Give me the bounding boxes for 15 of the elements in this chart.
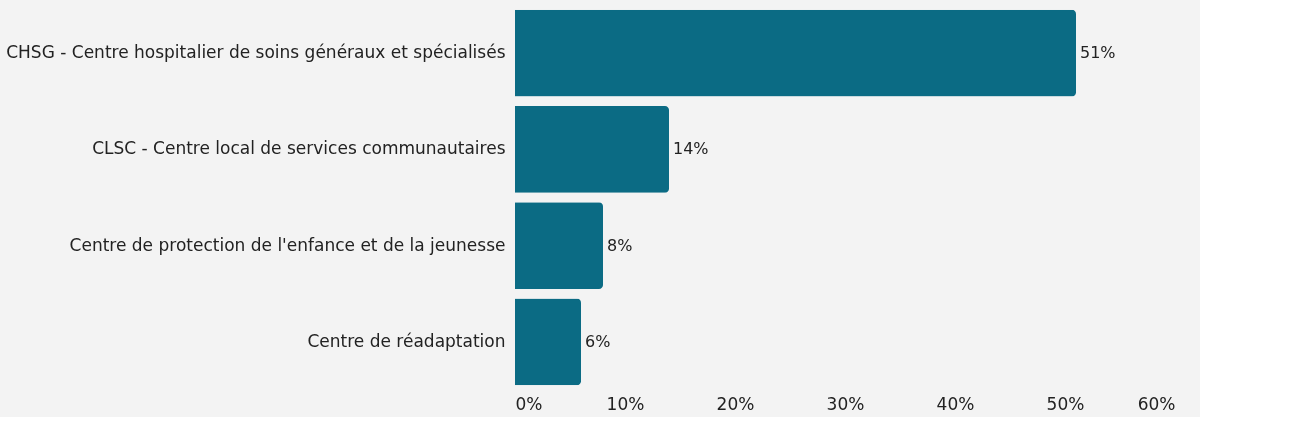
y-tick-label: Centre de protection de l'enfance et de la jeunesse bbox=[69, 234, 506, 255]
x-tick-label: 60% bbox=[1137, 393, 1176, 414]
y-tick-label: Centre de réadaptation bbox=[307, 330, 506, 351]
x-tick-label: 30% bbox=[826, 393, 865, 414]
x-tick-label: 0% bbox=[515, 393, 543, 414]
x-tick-label: 20% bbox=[716, 393, 755, 414]
data-label: 8% bbox=[607, 235, 633, 255]
y-tick-label: CHSG - Centre hospitalier de soins généraux et spécialisés bbox=[6, 42, 506, 63]
x-tick-label: 50% bbox=[1046, 393, 1085, 414]
data-label: 6% bbox=[585, 331, 611, 351]
x-tick-label: 10% bbox=[606, 393, 645, 414]
data-label: 51% bbox=[1080, 43, 1116, 63]
x-tick-label: 40% bbox=[936, 393, 975, 414]
data-label: 14% bbox=[673, 139, 709, 159]
y-tick-label: CLSC - Centre local de services communautaires bbox=[92, 138, 506, 159]
